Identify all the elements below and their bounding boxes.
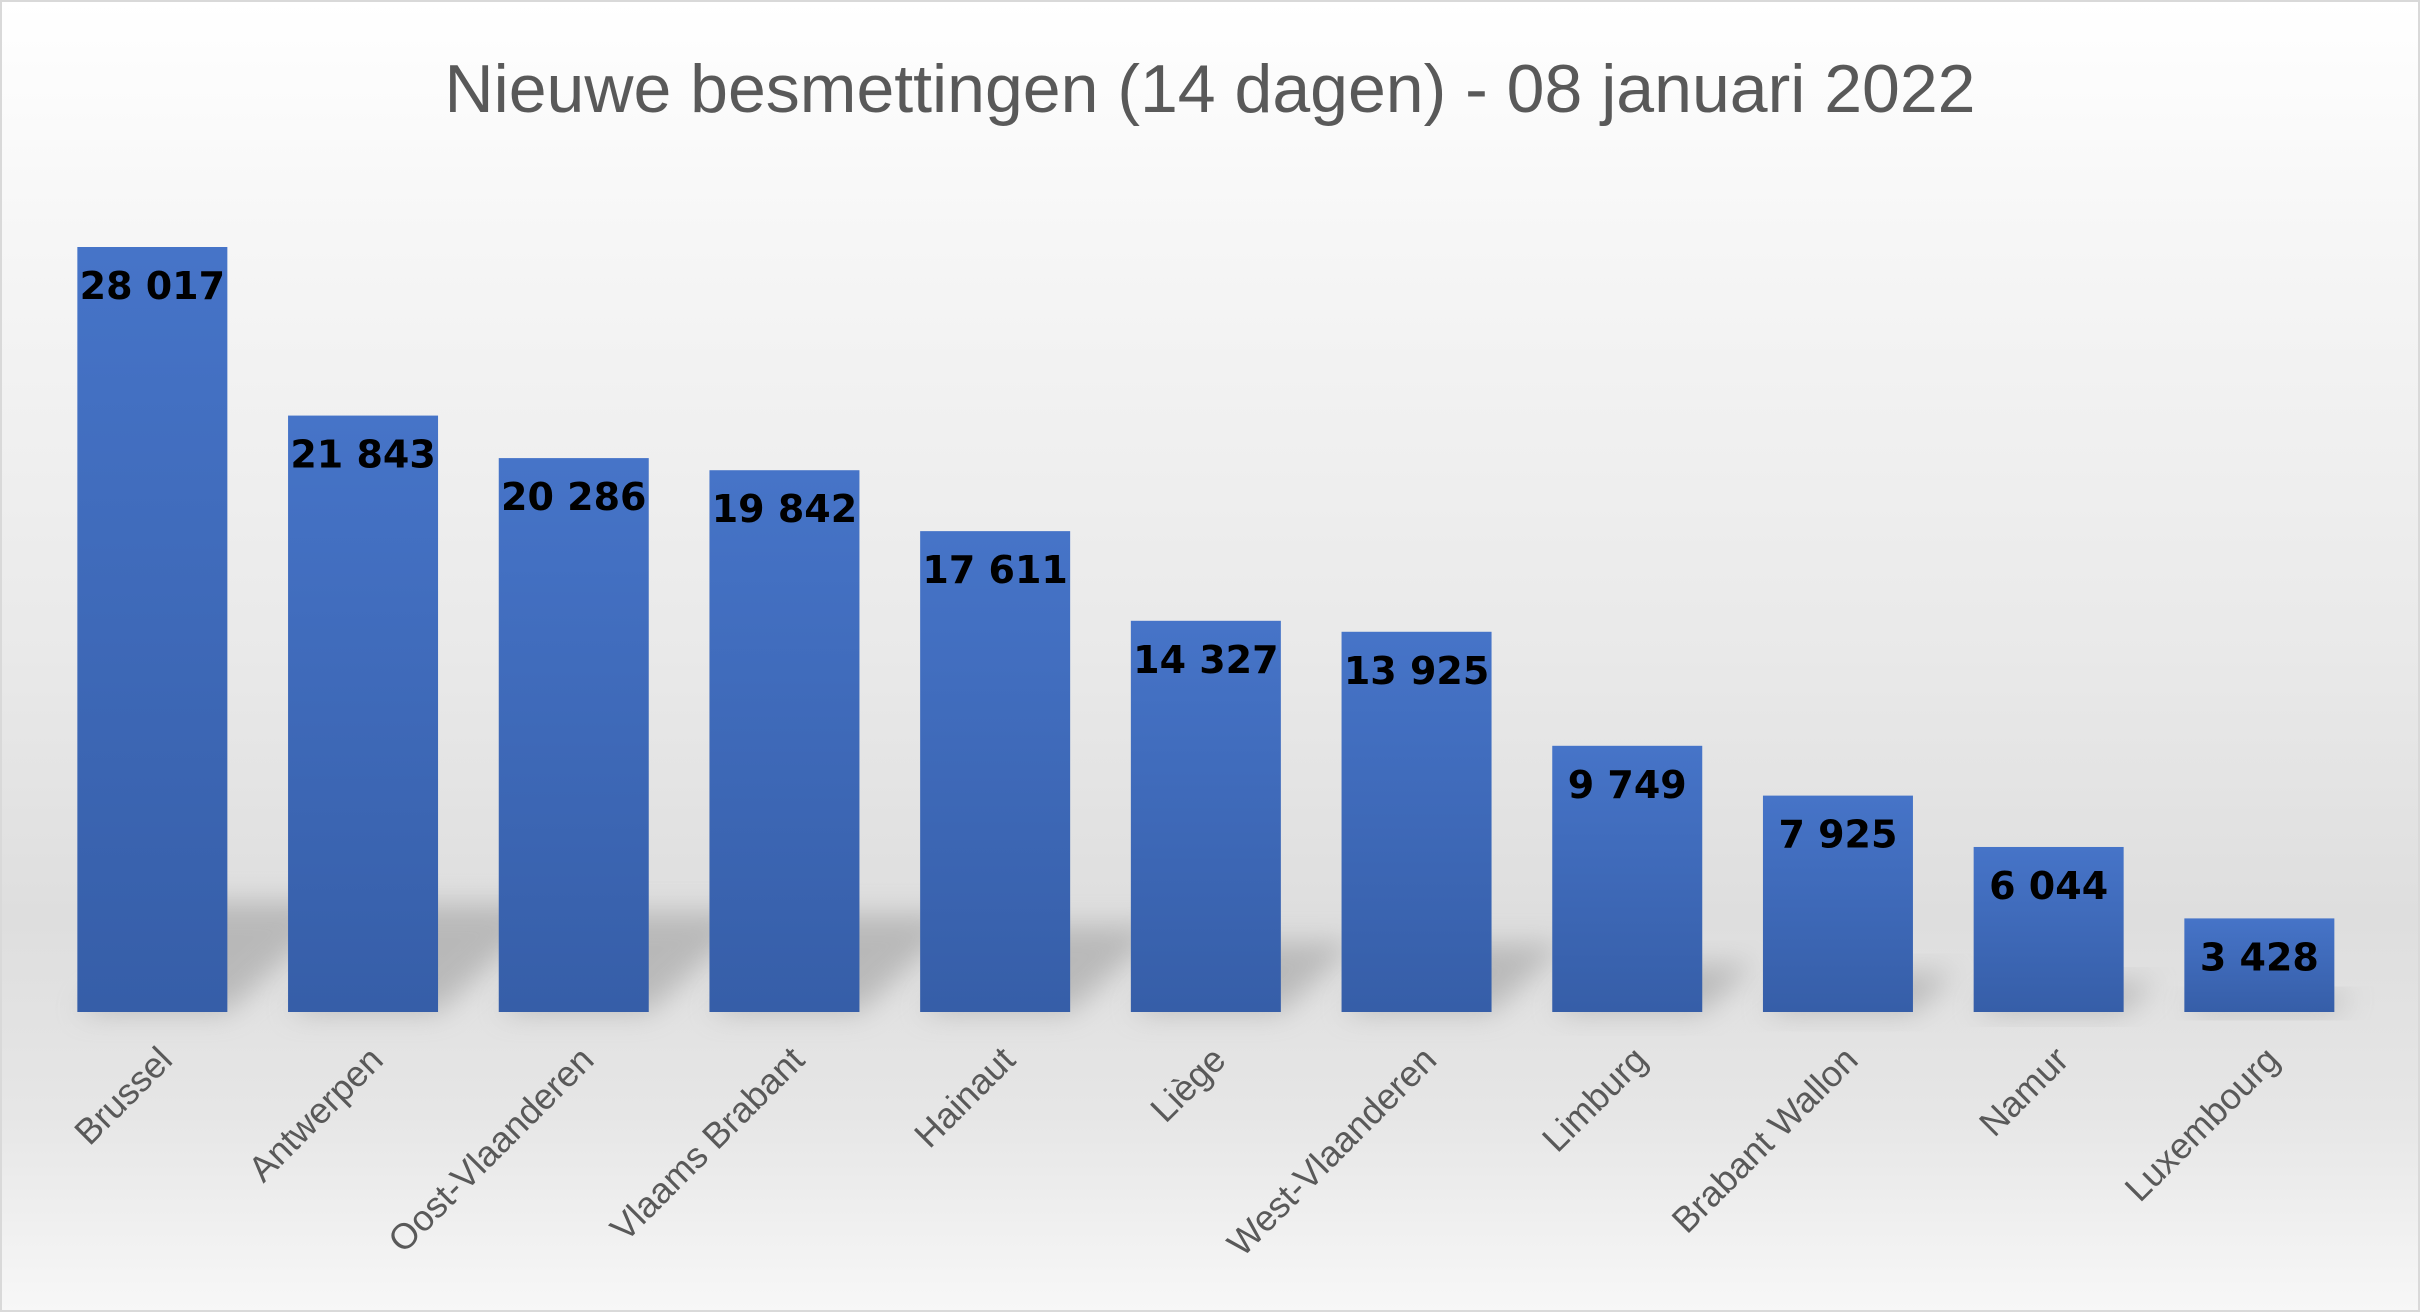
bar-oost-vlaanderen — [498, 458, 649, 1012]
bar-namur — [1973, 846, 2124, 1012]
value-label-vlaams-brabant: 19 842 — [712, 487, 857, 531]
value-label-west-vlaanderen: 13 925 — [1344, 649, 1489, 693]
category-label-antwerpen: Antwerpen — [240, 1039, 391, 1190]
bar-vlaams-brabant — [709, 470, 860, 1012]
category-label-brabant-wallon: Brabant Wallon — [1664, 1039, 1866, 1241]
category-label-limburg: Limburg — [1534, 1039, 1655, 1160]
value-label-oost-vlaanderen: 20 286 — [501, 475, 646, 519]
bar-luxembourg — [2184, 918, 2335, 1012]
bar-antwerpen — [288, 415, 439, 1012]
value-label-brabant-wallon: 7 925 — [1778, 813, 1897, 857]
category-label-luxembourg: Luxembourg — [2116, 1039, 2287, 1210]
category-label-namur: Namur — [1971, 1039, 2076, 1144]
value-label-namur: 6 044 — [1989, 864, 2108, 908]
value-label-hainaut: 17 611 — [922, 548, 1067, 592]
category-label-hainaut: Hainaut — [906, 1039, 1023, 1156]
bar-li-ge — [1130, 620, 1281, 1012]
bar-brussel — [77, 247, 228, 1012]
category-label-brussel: Brussel — [66, 1039, 180, 1153]
bar-hainaut — [920, 531, 1071, 1012]
value-labels-group: 28 017 21 843 20 286 19 842 17 611 14 327 13 9… — [80, 264, 2319, 979]
value-label-limburg: 9 749 — [1568, 763, 1687, 807]
category-label-west-vlaanderen: West-Vlaanderen — [1219, 1039, 1444, 1264]
value-label-brussel: 28 017 — [80, 264, 225, 308]
value-label-antwerpen: 21 843 — [290, 433, 435, 477]
bar-brabant-wallon — [1762, 795, 1913, 1012]
bars-group — [77, 247, 2335, 1012]
chart-title: Nieuwe besmettingen (14 dagen) - 08 janu… — [445, 51, 1976, 127]
bar-limburg — [1552, 745, 1703, 1012]
bar-west-vlaanderen — [1341, 631, 1492, 1012]
value-label-luxembourg: 3 428 — [2200, 935, 2319, 979]
category-label-vlaams-brabant: Vlaams Brabant — [602, 1039, 812, 1249]
category-label-li-ge: Liège — [1142, 1039, 1233, 1130]
value-label-li-ge: 14 327 — [1133, 638, 1278, 682]
category-label-oost-vlaanderen: Oost-Vlaanderen — [380, 1039, 601, 1260]
